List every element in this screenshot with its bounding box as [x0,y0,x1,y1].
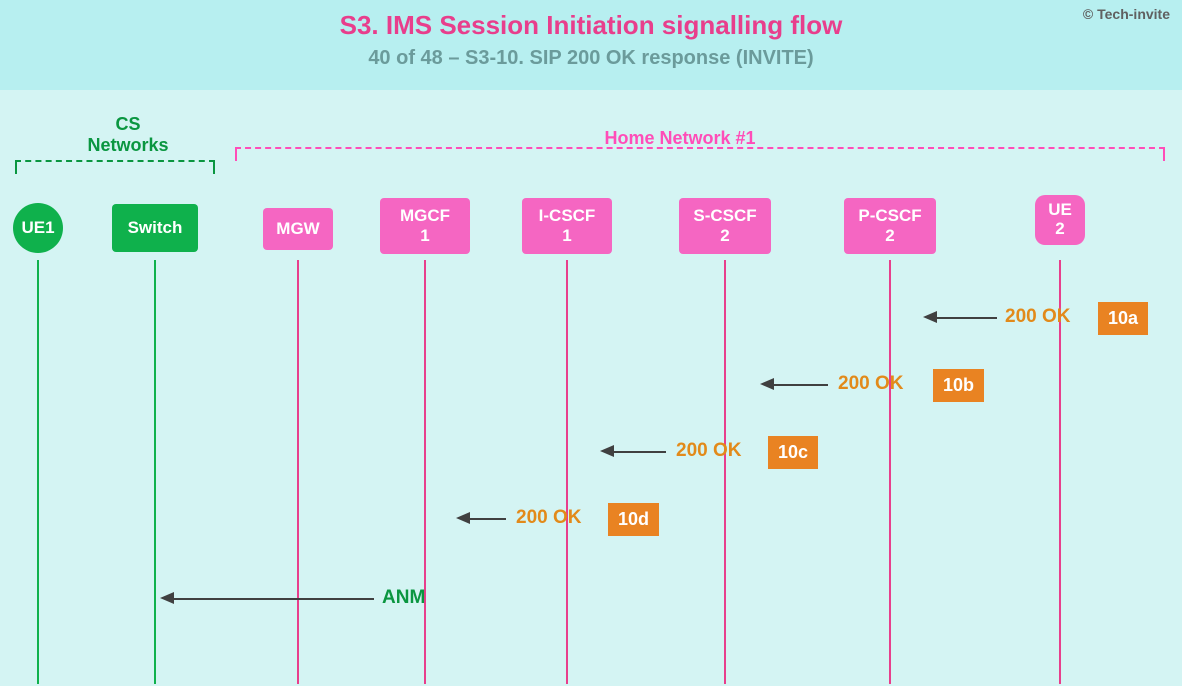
node-icscf: I-CSCF 1 [522,198,612,254]
arrow-line-10d [470,518,506,520]
title-main: S3. IMS Session Initiation signalling fl… [0,10,1182,41]
group-label-home: Home Network #1 [570,128,790,149]
step-badge-10b: 10b [933,369,984,402]
node-switch: Switch [112,204,198,252]
group-brace-cs [15,160,215,172]
group-home-line1: Home Network #1 [604,128,755,148]
arrow-line-anm [174,598,374,600]
step-badge-10d: 10d [608,503,659,536]
group-label-cs: CS Networks [78,114,178,156]
lifeline-mgw [297,260,299,684]
node-ue2-l1: UE [1048,200,1072,219]
arrow-head-10b [760,378,774,390]
msg-label-10b: 200 OK [838,373,903,395]
lifeline-scscf [724,260,726,684]
node-mgw-label: MGW [276,219,319,239]
msg-label-anm: ANM [382,587,425,609]
arrow-head-10a [923,311,937,323]
arrow-line-10c [614,451,666,453]
msg-label-10a: 200 OK [1005,306,1070,328]
node-ue1: UE1 [13,203,63,253]
node-pcscf-l1: P-CSCF [858,206,921,225]
node-mgcf-l1: MGCF [400,206,450,225]
group-cs-line2: Networks [87,135,168,155]
copyright: © Tech-invite [1083,6,1170,22]
lifeline-switch [154,260,156,684]
arrow-head-10d [456,512,470,524]
msg-label-10c: 200 OK [676,440,741,462]
node-scscf: S-CSCF 2 [679,198,771,254]
arrow-line-10a [937,317,997,319]
diagram-canvas: S3. IMS Session Initiation signalling fl… [0,0,1182,686]
node-scscf-l2: 2 [720,226,729,245]
step-badge-10c: 10c [768,436,818,469]
node-switch-label: Switch [128,218,183,238]
node-ue2-l2: 2 [1055,219,1064,238]
node-icscf-l1: I-CSCF [539,206,596,225]
lifeline-pcscf [889,260,891,684]
title-sub: 40 of 48 – S3-10. SIP 200 OK response (I… [0,47,1182,70]
arrow-head-10c [600,445,614,457]
node-pcscf: P-CSCF 2 [844,198,936,254]
arrow-head-anm [160,592,174,604]
lifeline-ue1 [37,260,39,684]
node-icscf-l2: 1 [562,226,571,245]
node-mgcf: MGCF 1 [380,198,470,254]
msg-label-10d: 200 OK [516,507,581,529]
lifeline-mgcf [424,260,426,684]
node-ue1-label: UE1 [21,218,54,238]
node-mgw: MGW [263,208,333,250]
arrow-line-10b [774,384,828,386]
group-brace-home [235,147,1165,159]
header: S3. IMS Session Initiation signalling fl… [0,0,1182,90]
node-scscf-l1: S-CSCF [693,206,756,225]
group-cs-line1: CS [115,114,140,134]
node-pcscf-l2: 2 [885,226,894,245]
node-mgcf-l2: 1 [420,226,429,245]
node-ue2: UE 2 [1035,195,1085,245]
lifeline-icscf [566,260,568,684]
step-badge-10a: 10a [1098,302,1148,335]
